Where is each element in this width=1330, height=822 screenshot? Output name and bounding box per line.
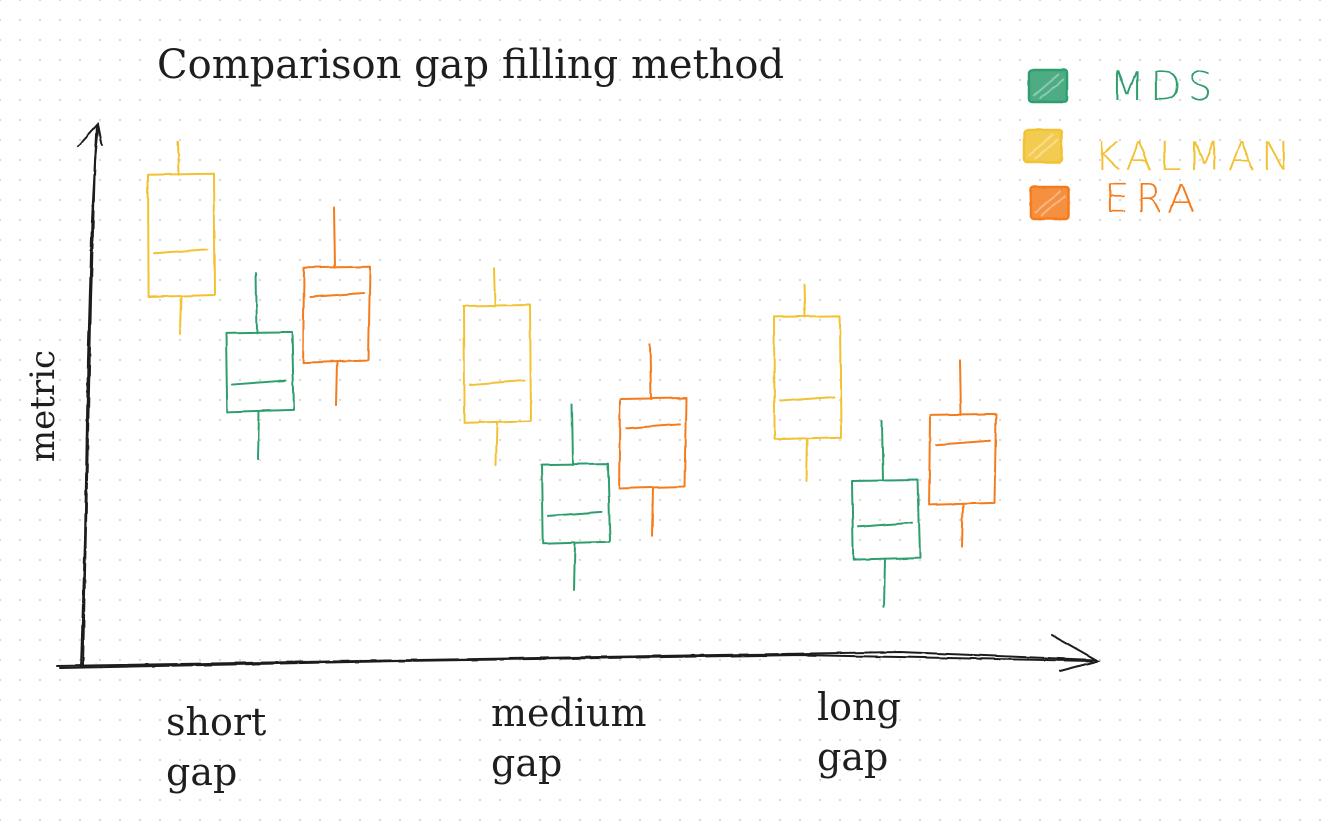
- box-kalman-1-whisker-low: [495, 420, 498, 466]
- x-axis-category-labels: short gap medium gap long gap: [166, 685, 901, 794]
- box-era-0: [302, 206, 371, 406]
- box-kalman-2: [773, 283, 842, 483]
- chart-title: Comparison gap filling method: [157, 42, 784, 88]
- box-kalman-1-whisker-high: [493, 266, 496, 307]
- box-kalman-0-median: [153, 248, 209, 255]
- legend-swatch-kalman: [1022, 128, 1064, 164]
- chart-axes: [56, 121, 1101, 672]
- box-era-1: [618, 343, 687, 537]
- x-tick-label-0-line-1: gap: [166, 750, 237, 794]
- box-mds-1: [541, 403, 611, 592]
- x-axis-line-second-stroke: [59, 653, 1093, 669]
- box-mds-2: [851, 419, 921, 608]
- legend-label-era: ERA: [1104, 176, 1201, 222]
- x-tick-label-0-line-0: short: [166, 700, 266, 744]
- legend-swatch-mds: [1027, 68, 1069, 104]
- box-plot-layer: [147, 140, 997, 608]
- legend-label-mds: MDS: [1110, 64, 1219, 110]
- box-kalman-0: [147, 140, 216, 335]
- legend-item-kalman: KALMAN: [1022, 128, 1297, 180]
- legend-swatch-mds-hatch: [1032, 73, 1065, 100]
- x-tick-label-2-line-0: long: [817, 685, 901, 729]
- box-era-0-median: [309, 292, 365, 299]
- box-kalman-0-whisker-low: [179, 295, 182, 335]
- box-era-1-body: [618, 396, 687, 490]
- box-era-0-whisker-high: [333, 206, 336, 269]
- box-mds-1-median: [547, 510, 603, 517]
- box-mds-1-whisker-low: [573, 541, 576, 592]
- legend-swatch-era: [1029, 185, 1071, 221]
- y-axis-line-second-stroke: [82, 129, 99, 666]
- box-era-1-whisker-low: [651, 486, 654, 537]
- box-kalman-0-whisker-high: [177, 140, 180, 176]
- box-mds-0-body: [225, 331, 295, 413]
- box-era-1-median: [625, 423, 681, 430]
- legend-swatch-kalman-hatch: [1027, 133, 1060, 160]
- box-mds-2-whisker-high: [881, 419, 884, 483]
- box-era-0-whisker-low: [335, 360, 338, 406]
- box-kalman-2-whisker-low: [805, 437, 808, 483]
- box-kalman-2-body: [773, 314, 842, 441]
- box-era-2-whisker-high: [959, 359, 962, 417]
- box-era-2: [928, 359, 997, 548]
- legend-swatch-era-hatch: [1034, 190, 1067, 217]
- box-mds-0-whisker-high: [255, 272, 258, 335]
- box-mds-0-median: [231, 379, 287, 386]
- box-mds-2-whisker-low: [883, 557, 886, 608]
- box-mds-0-whisker-low: [257, 409, 260, 461]
- box-mds-1-whisker-high: [571, 403, 574, 466]
- box-kalman-0-body: [147, 172, 216, 299]
- box-kalman-2-whisker-high: [803, 283, 806, 318]
- y-axis-label: metric: [23, 350, 63, 462]
- x-tick-label-1-line-0: medium: [491, 691, 647, 735]
- box-mds-2-median: [857, 521, 913, 528]
- box-kalman-1-body: [463, 303, 532, 424]
- x-tick-label-2-line-1: gap: [817, 735, 888, 779]
- legend-item-mds: MDS: [1027, 64, 1219, 110]
- x-axis-arrowhead: [1051, 634, 1101, 672]
- box-era-1-whisker-high: [649, 343, 652, 400]
- box-mds-2-body: [851, 479, 921, 561]
- box-kalman-1-median: [469, 379, 525, 386]
- legend-item-era: ERA: [1029, 176, 1201, 222]
- box-era-0-body: [302, 265, 371, 364]
- box-kalman-1: [463, 266, 532, 466]
- box-era-2-whisker-low: [961, 502, 964, 548]
- box-kalman-2-median: [779, 395, 835, 402]
- y-axis-arrowhead: [77, 121, 103, 147]
- box-era-2-body: [928, 413, 997, 506]
- x-tick-label-1-line-1: gap: [491, 741, 562, 785]
- legend-label-kalman: KALMAN: [1094, 134, 1297, 180]
- box-mds-1-body: [541, 462, 611, 545]
- box-mds-0: [225, 272, 295, 461]
- box-era-2-median: [935, 439, 991, 446]
